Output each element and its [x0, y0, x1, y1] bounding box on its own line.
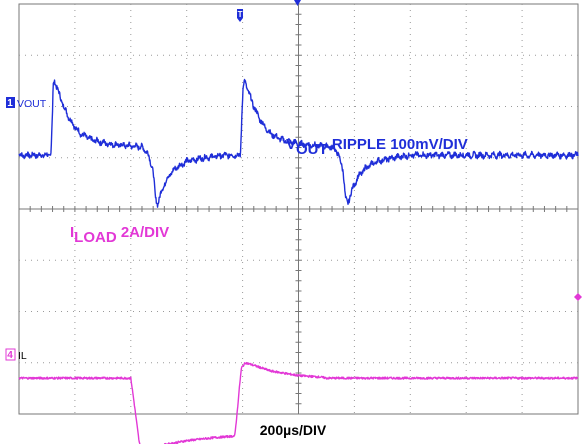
vout-ripple-annotation: VOUT RIPPLE 100mV/DIV — [286, 136, 468, 158]
vout-annotation-sub: OUT — [296, 141, 328, 158]
traces — [18, 78, 579, 444]
trigger-position-icon — [294, 0, 301, 6]
iload-annotation-main: I — [70, 224, 75, 241]
graticule-grid — [18, 3, 579, 415]
channel-1-marker — [6, 97, 15, 108]
trace-il — [18, 361, 579, 444]
iload-annotation-sub: LOAD — [74, 229, 117, 246]
vout-annotation-main: V — [286, 136, 297, 153]
channel-markers: 1 VOUT 4 IL T — [5, 0, 582, 362]
channel-4-number: 4 — [7, 350, 13, 361]
iload-annotation-rest: 2A/DIV — [120, 224, 170, 241]
il-channel-label: IL — [18, 350, 27, 362]
trigger-level-icon — [574, 293, 582, 301]
trigger-marker-text: T — [238, 10, 243, 19]
iload-annotation: ILOAD 2A/DIV — [70, 224, 169, 246]
timebase-label: 200µs/DIV — [259, 422, 327, 438]
channel-1-number: 1 — [7, 98, 13, 109]
vout-channel-label: VOUT — [17, 98, 47, 110]
trigger-marker-icon: T — [237, 9, 243, 22]
channel-4-marker — [5, 348, 16, 361]
vout-annotation-rest: RIPPLE 100mV/DIV — [331, 136, 468, 153]
trace-vout — [18, 78, 579, 208]
